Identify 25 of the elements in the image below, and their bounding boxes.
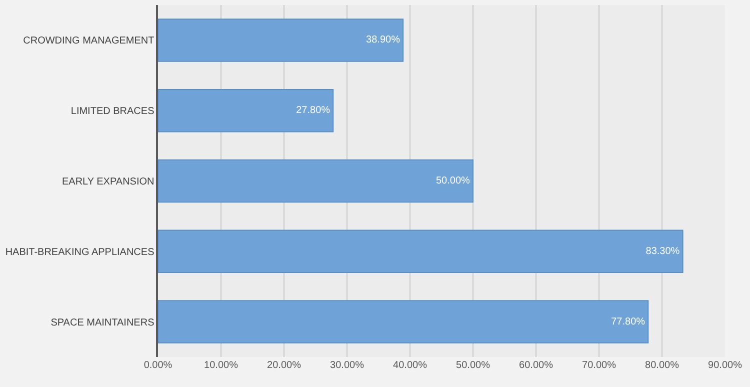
bar: [158, 159, 474, 203]
y-tick-label: SPACE MAINTAINERS: [50, 317, 155, 328]
data-label: 38.90%: [366, 34, 400, 46]
x-tick-label: 0.00%: [144, 360, 172, 371]
x-tick-label: 50.00%: [456, 360, 490, 371]
x-tick-label: 30.00%: [330, 360, 364, 371]
x-tick-label: 20.00%: [267, 360, 302, 371]
x-tick-label: 90.00%: [708, 360, 742, 371]
x-tick-label: 60.00%: [519, 360, 554, 371]
bar: [158, 18, 404, 62]
x-tick-label: 10.00%: [204, 360, 238, 371]
y-tick-label: CROWDING MANAGEMENT: [23, 36, 154, 47]
y-tick-label: EARLY EXPANSION: [62, 176, 154, 188]
bar: [158, 230, 684, 274]
data-label: 83.30%: [646, 246, 680, 257]
x-tick-label: 70.00%: [582, 360, 616, 371]
data-label: 50.00%: [436, 176, 470, 186]
data-label: 77.80%: [611, 316, 646, 328]
data-label: 27.80%: [296, 105, 330, 116]
x-tick-label: 80.00%: [645, 360, 680, 371]
x-tick-label: 40.00%: [393, 360, 428, 371]
y-tick-label: LIMITED BRACES: [70, 106, 155, 118]
y-tick-label: HABIT-BREAKING APPLIANCES: [5, 246, 155, 258]
bar: [158, 88, 334, 132]
bar: [158, 300, 649, 344]
